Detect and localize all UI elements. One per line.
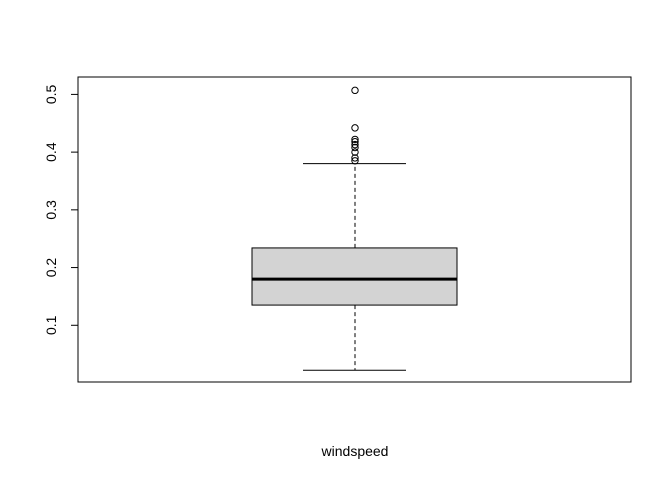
outliers	[351, 86, 359, 165]
y-tick-label: 0.4	[43, 142, 59, 162]
outlier-point	[351, 135, 359, 144]
iqr-box	[251, 247, 458, 306]
y-axis: 0.1 0.2 0.3 0.4 0.5	[43, 84, 79, 335]
outlier-point	[351, 124, 359, 132]
y-tick-label: 0.3	[43, 200, 59, 220]
outlier-point	[351, 148, 359, 156]
outlier-point	[351, 138, 359, 146]
y-tick-label: 0.1	[43, 315, 59, 335]
y-tick-label: 0.2	[43, 258, 59, 278]
outlier-point	[351, 157, 359, 165]
y-tick-label: 0.5	[43, 84, 59, 104]
outlier-point	[351, 154, 359, 162]
outlier-point	[351, 140, 359, 149]
outlier-point	[351, 143, 359, 152]
outlier-point	[351, 86, 359, 95]
x-axis-title: windspeed	[321, 443, 389, 459]
box-plot	[251, 163, 458, 371]
